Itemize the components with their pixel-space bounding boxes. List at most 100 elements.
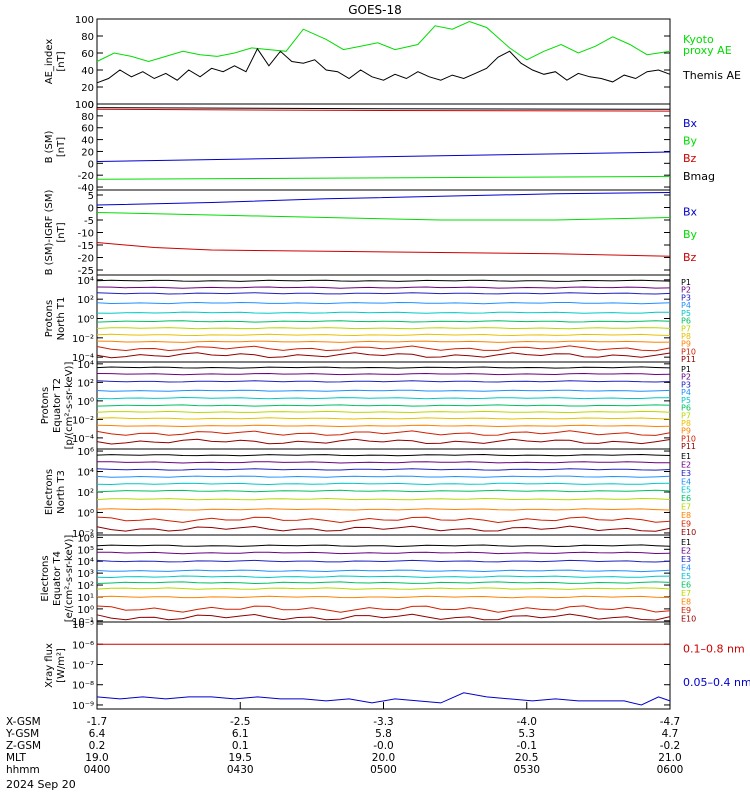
series-line-by (96, 175, 671, 180)
series-label: P8 (681, 419, 691, 428)
series-line-kyoto-proxy-ae (96, 20, 671, 63)
y-tick-label: 0 (88, 159, 94, 170)
series-label: E6 (681, 494, 691, 503)
series-label: P3 (681, 293, 691, 302)
series-label: P7 (681, 411, 691, 420)
series-line-bz (96, 108, 671, 112)
y-tick-label: 20 (81, 147, 94, 158)
y-tick-label: 10² (77, 581, 94, 592)
series-label: P3 (681, 380, 691, 389)
series-label: Kyoto (683, 33, 714, 46)
series-label: P6 (681, 404, 691, 413)
series-label: P4 (681, 301, 691, 310)
y-axis-label: [nT] (56, 222, 67, 242)
y-axis-label: [p/(cm²-s-sr-keV)] (64, 362, 75, 450)
series-line-e4 (96, 569, 671, 573)
x-row-value: 4.7 (662, 728, 679, 740)
y-tick-label: 10⁻⁵ (72, 620, 94, 631)
series-line-e10 (96, 613, 671, 621)
series-label: Themis AE (682, 69, 741, 82)
y-tick-label: -20 (78, 171, 94, 182)
y-tick-label: 20 (81, 83, 94, 94)
x-row-value: 5.8 (375, 728, 392, 740)
series-label: P4 (681, 388, 691, 397)
y-axis-label: Equator T4 (52, 551, 63, 606)
series-label: P1 (681, 278, 691, 287)
x-row-label: Z-GSM (6, 740, 41, 752)
series-label: P6 (681, 317, 691, 326)
y-axis-label: B (SM) (44, 130, 55, 163)
series-label: P10 (681, 434, 696, 443)
y-tick-label: 80 (81, 32, 94, 43)
series-line-p6 (96, 320, 671, 323)
y-tick-label: -40 (78, 183, 94, 194)
series-label: 0.1–0.8 nm (683, 643, 745, 656)
y-tick-label: 10⁻⁹ (72, 701, 94, 712)
series-line-p8 (96, 417, 671, 420)
series-line-p5 (96, 311, 671, 314)
series-label: By (683, 135, 698, 148)
series-label: E1 (681, 452, 691, 461)
y-axis-label: Protons (40, 387, 51, 424)
series-line-p4 (96, 301, 671, 305)
series-line-e6 (96, 489, 671, 493)
x-row-value: -4.0 (517, 716, 538, 728)
series-line-bz (96, 242, 671, 257)
series-line-p5 (96, 396, 670, 400)
x-row-label: hhmm (6, 764, 40, 776)
y-tick-label: 10⁻⁸ (72, 681, 94, 692)
y-tick-label: 60 (81, 49, 94, 60)
y-axis-label: [nT] (56, 51, 67, 71)
y-axis-label: North T1 (56, 297, 67, 341)
x-row-value: 19.5 (229, 752, 252, 764)
series-label: P11 (681, 442, 696, 451)
series-label: P5 (681, 309, 691, 318)
series-line-0-05-0-4-nm (96, 692, 671, 706)
series-label: Bx (683, 205, 698, 218)
y-axis-label: B (SM)-IGRF (SM) (44, 190, 55, 276)
y-tick-label: 10² (77, 295, 94, 306)
series-line-e5 (96, 482, 671, 486)
x-row-label: Y-GSM (5, 728, 39, 740)
y-tick-label: 40 (81, 66, 94, 77)
series-label: P5 (681, 396, 691, 405)
series-line-e4 (96, 475, 671, 478)
series-label: Bmag (683, 170, 715, 183)
y-axis-label: [nT] (56, 137, 67, 157)
y-axis-label: Equator T2 (52, 378, 63, 433)
series-label: E2 (681, 460, 691, 469)
y-tick-label: 0 (88, 100, 94, 111)
x-row-value: 20.5 (515, 752, 538, 764)
series-label: E4 (681, 477, 691, 486)
series-line-p8 (96, 333, 671, 337)
series-label: E8 (681, 598, 691, 607)
x-row-value: 20.0 (372, 752, 395, 764)
series-line-p10 (96, 345, 671, 352)
series-line-e3 (96, 559, 671, 563)
y-tick-label: 10³ (77, 569, 94, 580)
series-line-e8 (96, 508, 671, 511)
series-line-e9 (96, 605, 671, 613)
x-row-value: 0430 (227, 764, 254, 776)
x-row-value: 6.4 (89, 728, 106, 740)
x-row-value: 0530 (513, 764, 540, 776)
series-label: Bz (683, 152, 697, 165)
series-label: E10 (681, 615, 696, 624)
series-label: E9 (681, 519, 691, 528)
series-line-bx (96, 192, 671, 206)
y-tick-label: 10⁴ (77, 360, 94, 371)
series-label: P2 (681, 373, 691, 382)
y-axis-label: [e/(cm²-s-sr-keV)] (64, 535, 75, 623)
series-line-e7 (96, 587, 671, 590)
y-axis-label: Electrons (40, 555, 51, 601)
panel-frame (96, 18, 671, 105)
x-row-value: 0.2 (89, 740, 106, 752)
y-tick-label: 0 (88, 204, 94, 215)
series-line-p6 (96, 404, 671, 407)
panel-5: 10⁻⁴ 10⁻² 10⁰ 10² 10⁴ Protons Equator T2 [p/(cm… (40, 360, 696, 451)
series-line-e10 (96, 525, 671, 532)
